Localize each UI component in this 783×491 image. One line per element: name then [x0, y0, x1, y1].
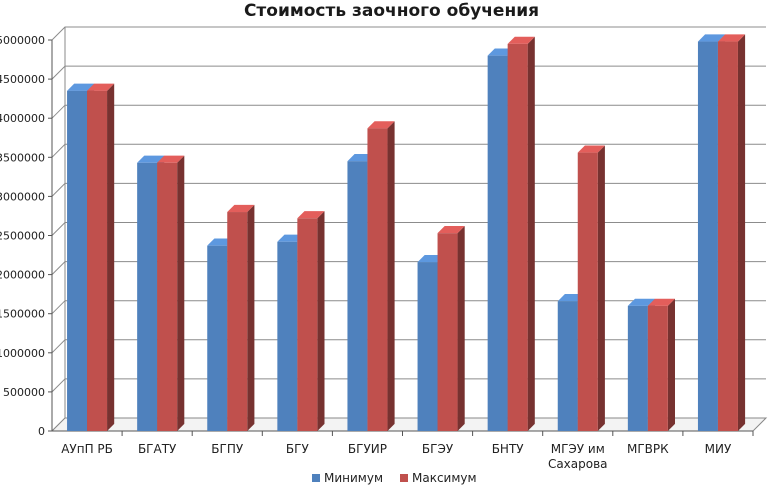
bar-front: [647, 305, 668, 431]
bar-top: [507, 36, 535, 44]
y-tick-label: 3500000: [0, 151, 45, 164]
legend-label: Минимум: [324, 471, 383, 485]
bar-max: [297, 211, 325, 431]
bar-side: [107, 83, 115, 432]
y-tick-label: 3000000: [0, 190, 45, 203]
bar-side: [317, 211, 325, 431]
bar-max: [87, 83, 115, 432]
y-tick-label: 1000000: [0, 347, 45, 360]
bar-top: [647, 298, 675, 306]
category-label: БГПУ: [211, 442, 244, 456]
category-label: БГУ: [286, 442, 310, 456]
bar-top: [87, 83, 115, 91]
y-tick-label: 500000: [3, 386, 45, 399]
bar-front: [507, 43, 528, 431]
legend-layer: Минимум Максимум: [312, 471, 477, 485]
bar-front: [697, 41, 718, 432]
bar-max: [227, 204, 255, 431]
y-tick-label: 0: [38, 425, 45, 438]
bar-side: [177, 155, 185, 431]
bar-top: [227, 204, 255, 213]
bar-top: [297, 211, 325, 219]
bar-side: [387, 121, 395, 431]
bar-top: [367, 121, 395, 129]
bar-front: [417, 262, 438, 431]
category-label: МГВРК: [627, 442, 669, 456]
category-label: Сахарова: [548, 457, 608, 471]
bar-side: [247, 204, 255, 431]
bar-front: [67, 90, 88, 431]
bar-side: [667, 298, 675, 431]
bar-layer: [67, 34, 746, 432]
bar-front: [367, 128, 388, 431]
bar-front: [627, 305, 648, 431]
bar-front: [277, 241, 298, 431]
bar-side: [457, 226, 465, 431]
bar-front: [207, 245, 228, 431]
bar-front: [347, 161, 368, 431]
category-label: БНТУ: [492, 442, 525, 456]
gridline: [51, 26, 766, 41]
bar-front: [717, 41, 738, 432]
y-tick-label: 1500000: [0, 308, 45, 321]
bar-max: [717, 34, 746, 432]
label-layer: 0 500000 1000000 1500000 2000000 2500000 30000…: [0, 34, 732, 471]
category-label: БГЭУ: [422, 442, 454, 456]
bar-front: [297, 218, 318, 431]
bar-front: [157, 162, 178, 432]
bar-top: [67, 83, 95, 91]
bar-max: [577, 145, 605, 431]
category-label: МГЭУ им: [551, 442, 605, 456]
category-label: БГАТУ: [138, 442, 177, 456]
bar-max: [507, 36, 535, 431]
bar-front: [137, 162, 158, 432]
bar-max: [367, 121, 395, 431]
bar-top: [627, 298, 655, 306]
bar-front: [577, 152, 598, 431]
gridline: [51, 65, 766, 80]
gridline: [51, 143, 766, 158]
bar-top: [697, 34, 726, 42]
y-tick-label: 4000000: [0, 112, 45, 125]
bar-top: [137, 155, 165, 163]
bar-max: [437, 226, 465, 431]
bar-top: [577, 145, 605, 153]
y-tick-label: 2000000: [0, 269, 45, 282]
legend-label: Максимум: [412, 471, 477, 485]
bar-front: [437, 233, 458, 431]
y-tick-label: 5000000: [0, 34, 45, 47]
bar-front: [87, 90, 108, 431]
y-tick-label: 4500000: [0, 73, 45, 86]
bar-top: [437, 226, 465, 234]
bar-max: [157, 155, 185, 432]
legend-swatch: [400, 474, 408, 482]
bar-front: [227, 212, 248, 431]
category-label: БГУИР: [348, 442, 387, 456]
category-label: МИУ: [705, 442, 732, 456]
bar-side: [597, 145, 605, 431]
legend-swatch: [312, 474, 320, 482]
category-label: АУпП РБ: [61, 442, 113, 456]
bar-side: [737, 34, 746, 431]
bar-top: [717, 34, 746, 42]
bar-top: [157, 155, 185, 163]
bar-front: [487, 55, 508, 431]
chart-title: Стоимость заочного обучения: [243, 1, 540, 21]
gridline: [51, 104, 766, 119]
bar-front: [557, 301, 578, 431]
bar-side: [527, 36, 535, 431]
bar-max: [647, 298, 675, 431]
y-tick-label: 2500000: [0, 230, 45, 243]
